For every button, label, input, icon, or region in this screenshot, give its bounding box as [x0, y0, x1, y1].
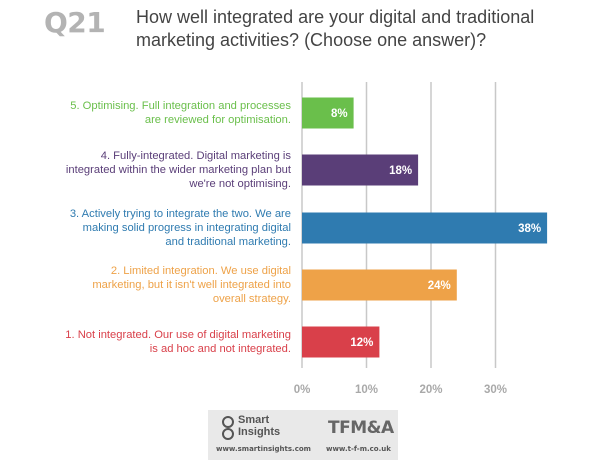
category-label: 3. Actively trying to integrate the two.…	[6, 207, 291, 249]
smart-insights-logo-icon	[222, 416, 234, 440]
category-label: 4. Fully-integrated. Digital marketing i…	[6, 149, 291, 191]
question-number: Q21	[44, 6, 106, 39]
smart-insights-logo: Smart Insights	[238, 414, 280, 438]
bar	[302, 154, 419, 186]
category-label: 1. Not integrated. Our use of digital ma…	[6, 328, 291, 356]
smart-insights-line1: Smart	[238, 414, 270, 426]
smart-insights-line2: Insights	[238, 426, 281, 438]
category-label-line: integrated within the wider marketing pl…	[65, 164, 291, 176]
category-label-line: 1. Not integrated. Our use of digital ma…	[65, 329, 291, 341]
data-label: 24%	[428, 280, 451, 292]
category-label-line: 4. Fully-integrated. Digital marketing i…	[100, 150, 291, 162]
data-label: 38%	[518, 223, 541, 235]
category-label-line: 5. Optimising. Full integration and proc…	[70, 100, 291, 112]
category-label-line: 3. Actively trying to integrate the two.…	[69, 208, 291, 220]
category-label: 2. Limited integration. We use digital ma…	[6, 264, 291, 306]
category-label-line: overall strategy.	[212, 293, 291, 305]
bar	[302, 212, 548, 244]
category-label-line: is ad hoc and not integrated.	[149, 343, 291, 355]
bar	[302, 269, 457, 301]
category-label-line: we're not optimising.	[189, 178, 291, 190]
x-tick-label: 10%	[355, 384, 378, 396]
question-text: How well integrated are your digital and…	[136, 7, 535, 50]
category-label-line: and traditional marketing.	[165, 236, 291, 248]
data-label: 18%	[389, 165, 412, 177]
x-tick-label: 0%	[294, 384, 311, 396]
smart-insights-url: www.smartinsights.com	[216, 445, 311, 453]
tfm-url: www.t-f-m.co.uk	[326, 445, 391, 453]
category-label-line: marketing, but it isn't well integrated …	[92, 279, 291, 291]
category-label-line: 2. Limited integration. We use digital	[110, 265, 291, 277]
data-label: 12%	[350, 337, 373, 349]
tfm-logo: TFM&A	[328, 418, 394, 438]
x-tick-label: 30%	[484, 384, 507, 396]
bar	[302, 326, 380, 358]
logo-footer: Smart Insights TFM&A www.smartinsights.c…	[208, 410, 398, 460]
category-label-line: making solid progress in integrating dig…	[82, 222, 291, 234]
x-tick-label: 20%	[419, 384, 442, 396]
data-label: 8%	[331, 108, 348, 120]
category-label-line: are reviewed for optimisation.	[144, 114, 291, 126]
category-label: 5. Optimising. Full integration and proc…	[6, 99, 291, 127]
bar	[302, 97, 354, 129]
